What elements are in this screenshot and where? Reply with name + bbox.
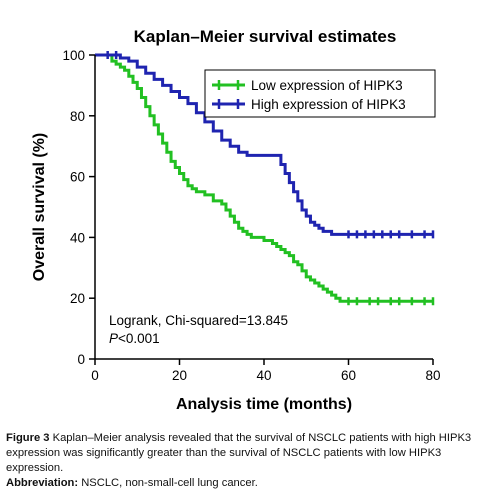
legend-box xyxy=(204,69,436,118)
y-tick-label-20: 20 xyxy=(70,291,85,306)
x-axis-label: Analysis time (months) xyxy=(176,396,352,413)
series-line-1 xyxy=(95,53,433,236)
legend: Low expression of HIPK3 High expression … xyxy=(204,69,436,118)
caption-text: Kaplan–Meier analysis revealed that the … xyxy=(6,432,472,474)
x-tick-label-20: 20 xyxy=(172,368,187,383)
y-tick-label-60: 60 xyxy=(70,170,85,185)
plot-area: 0 20 40 60 80 0 20 40 60 80 100 xyxy=(62,48,440,383)
legend-label-high: High expression of HIPK3 xyxy=(251,97,406,112)
caption-main: Figure 3 Kaplan–Meier analysis revealed … xyxy=(6,431,472,476)
y-axis-label: Overall survival (%) xyxy=(31,133,48,282)
chart-title: Kaplan–Meier survival estimates xyxy=(134,27,397,46)
y-tick-label-0: 0 xyxy=(77,352,85,367)
km-chart: Kaplan–Meier survival estimates 0 20 40 60 8… xyxy=(31,27,441,413)
x-tick-label-80: 80 xyxy=(425,368,440,383)
y-tick-label-40: 40 xyxy=(70,230,85,245)
caption-abbrev: Abbreviation: NSCLC, non-small-cell lung… xyxy=(6,476,472,491)
x-tick-label-40: 40 xyxy=(256,368,271,383)
y-tick-label-80: 80 xyxy=(70,109,85,124)
figure-caption: Figure 3 Kaplan–Meier analysis revealed … xyxy=(6,431,472,491)
logrank-annotation: Logrank, Chi-squared=13.845 xyxy=(109,313,288,328)
y-tick-label-100: 100 xyxy=(62,48,85,63)
abbrev-text: NSCLC, non-small-cell lung cancer. xyxy=(81,477,258,489)
legend-item-high: High expression of HIPK3 xyxy=(212,97,406,112)
series-line-0 xyxy=(95,53,433,303)
figure-label: Figure 3 xyxy=(6,432,50,444)
x-tick-label-0: 0 xyxy=(91,368,99,383)
pvalue-annotation: P<0.001 xyxy=(109,331,160,346)
x-tick-label-60: 60 xyxy=(341,368,356,383)
ticks-layer: 0 20 40 60 80 0 20 40 60 80 100 xyxy=(62,48,440,383)
series-layer xyxy=(95,51,435,306)
legend-item-low: Low expression of HIPK3 xyxy=(212,78,403,93)
pvalue-rest: <0.001 xyxy=(118,331,160,346)
abbrev-label: Abbreviation: xyxy=(6,477,79,489)
legend-label-low: Low expression of HIPK3 xyxy=(251,78,403,93)
